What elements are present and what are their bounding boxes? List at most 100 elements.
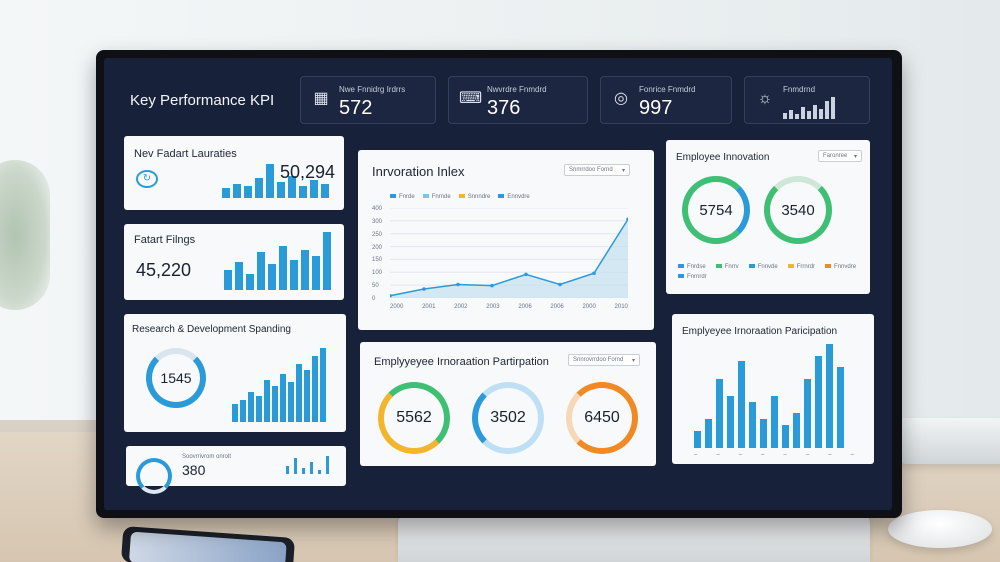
x-tick-label: 2003 bbox=[486, 304, 500, 310]
chevron-down-icon: ▾ bbox=[853, 154, 857, 160]
bar bbox=[705, 419, 712, 448]
series-line bbox=[390, 218, 628, 297]
ring-value: 5754 bbox=[699, 201, 733, 219]
card-bottom-left[interactable]: Soovrrivrom onrolt 380 bbox=[126, 446, 346, 494]
background-plant bbox=[0, 160, 50, 310]
card-employee-innovation[interactable]: Employee Innovation Faronree ▾ 5754 3540… bbox=[666, 140, 870, 294]
ring-value: 3540 bbox=[781, 201, 815, 219]
card-title: Emplyyeyee Irnoraation Partirpation bbox=[374, 356, 549, 368]
y-tick-label: 200 bbox=[372, 244, 383, 251]
side-laptop bbox=[900, 418, 1000, 464]
bar bbox=[793, 413, 800, 448]
data-point bbox=[592, 271, 596, 276]
data-point bbox=[524, 272, 528, 277]
card-title: Nev Fadart Lauraties bbox=[134, 148, 237, 160]
chevron-down-icon: ▾ bbox=[621, 168, 625, 174]
card-value: 50,294 bbox=[280, 162, 336, 182]
dropdown-value: Snmrrdoo Fornd bbox=[569, 167, 613, 173]
kpi-box-4[interactable]: ☼ Fnmdrnd bbox=[744, 76, 870, 124]
x-tick-label: 2000 bbox=[582, 304, 596, 310]
card-innovation-index[interactable]: Inrvoration Inlex Snmrrdoo Fornd ▾ Fnrde… bbox=[358, 150, 654, 330]
bar bbox=[727, 396, 734, 448]
bar-chart bbox=[224, 230, 331, 290]
legend: Fnrde Fnrnde Snnndre Ennvdre bbox=[390, 194, 530, 200]
progress-ring: 6450 bbox=[566, 382, 638, 454]
card-value: 380 bbox=[182, 462, 206, 478]
bar bbox=[771, 396, 778, 448]
x-tick-label: 2000 bbox=[390, 304, 404, 310]
legend-item: Fnnvdre bbox=[825, 264, 856, 270]
card-title: Employee Innovation bbox=[676, 152, 770, 163]
legend-item: Ennvdre bbox=[498, 194, 530, 200]
card-employee-innovation-participation[interactable]: Emplyeyee Irnoraation Paricipation – – – – –… bbox=[672, 314, 874, 464]
card-employee-participation[interactable]: Emplyyeyee Irnoraation Partirpation Snnr… bbox=[360, 342, 656, 466]
dropdown-value: Snnrovrrdoo Fornd bbox=[573, 357, 624, 363]
bar bbox=[716, 379, 723, 448]
dropdown-select[interactable]: Faronree ▾ bbox=[818, 150, 862, 162]
legend-item: Fnnvde bbox=[748, 264, 778, 270]
kpi-label: Nwvrdre Fnmdrd bbox=[487, 85, 547, 94]
bar-chart bbox=[222, 164, 329, 198]
kpi-box-2[interactable]: ⌨ Nwvrdre Fnmdrd 376 bbox=[448, 76, 588, 124]
bar bbox=[749, 402, 756, 448]
data-point bbox=[490, 283, 494, 288]
progress-ring: 5562 bbox=[378, 382, 450, 454]
kpi-value: 572 bbox=[339, 97, 373, 119]
y-tick-label: 250 bbox=[372, 231, 383, 238]
bar bbox=[760, 419, 767, 448]
legend-item: Fnrnrdr bbox=[678, 274, 707, 280]
data-point bbox=[558, 282, 562, 287]
y-tick-label: 50 bbox=[372, 283, 379, 290]
x-tick-label: 2006 bbox=[550, 304, 564, 310]
x-tick-label: 2006 bbox=[518, 304, 532, 310]
x-axis-ticks: – – – – – – – – bbox=[694, 452, 854, 458]
kpi-box-1[interactable]: ▦ Nwe Fnnidrg Irdrrs 572 bbox=[300, 76, 436, 124]
kpi-value: 997 bbox=[639, 97, 673, 119]
kpi-label: Fnmdrnd bbox=[783, 85, 816, 94]
bar-chart bbox=[694, 344, 844, 448]
target-icon: ◎ bbox=[614, 90, 628, 107]
bar bbox=[782, 425, 789, 448]
dropdown-select[interactable]: Snmrrdoo Fornd ▾ bbox=[564, 164, 630, 176]
kpi-box-3[interactable]: ◎ Fonrice Fnmdrd 997 bbox=[600, 76, 732, 124]
progress-ring: 5754 bbox=[682, 176, 750, 244]
dropdown-select[interactable]: Snnrovrrdoo Fornd ▾ bbox=[568, 354, 640, 366]
ring-value: 1545 bbox=[160, 370, 192, 386]
card-label: Soovrrivrom onrolt bbox=[182, 454, 232, 460]
card-rd-spending[interactable]: Research & Development Spanding 1545 bbox=[124, 314, 346, 432]
x-axis-ticks: 2000 2001 2002 2003 2006 2006 2000 2010 bbox=[390, 304, 628, 310]
progress-ring: 3502 bbox=[472, 382, 544, 454]
card-title: Research & Development Spanding bbox=[132, 324, 291, 335]
legend: Fnrdse Fnrrv Fnnvde Frrnrdr Fnnvdre Fnrn… bbox=[678, 264, 858, 280]
ring-value: 5562 bbox=[396, 409, 432, 426]
refresh-icon: ↻ bbox=[136, 170, 158, 188]
bar bbox=[738, 361, 745, 448]
y-tick-label: 100 bbox=[372, 270, 383, 277]
card-patent-filings[interactable]: Fatart Filngs 45,220 bbox=[124, 224, 344, 300]
chevron-down-icon: ▾ bbox=[631, 358, 635, 364]
legend-item: Snnndre bbox=[458, 194, 490, 200]
progress-ring bbox=[136, 458, 172, 494]
legend-item: Frrnrdr bbox=[787, 264, 815, 270]
bar bbox=[826, 344, 833, 448]
bar-chart bbox=[232, 342, 326, 422]
legend-item: Fnrde bbox=[390, 194, 415, 200]
keyboard bbox=[398, 515, 870, 562]
y-tick-label: 300 bbox=[372, 218, 383, 225]
legend-item: Fnrdse bbox=[678, 264, 706, 270]
y-tick-label: 0 bbox=[372, 295, 376, 302]
sun-icon: ☼ bbox=[757, 90, 773, 107]
kpi-label: Fonrice Fnmdrd bbox=[639, 85, 696, 94]
bar bbox=[804, 379, 811, 448]
card-title: Fatart Filngs bbox=[134, 234, 196, 246]
area-fill bbox=[390, 219, 628, 298]
ring-value: 6450 bbox=[584, 409, 620, 426]
card-value: 45,220 bbox=[136, 260, 192, 280]
kpi-value: 376 bbox=[487, 97, 521, 119]
x-tick-label: 2002 bbox=[454, 304, 468, 310]
card-product-launches[interactable]: Nev Fadart Lauraties ↻ 50,294 bbox=[124, 136, 344, 210]
card-title: Inrvoration Inlex bbox=[372, 164, 465, 179]
bar bbox=[694, 431, 701, 448]
progress-ring: 1545 bbox=[146, 348, 206, 408]
bar-chart bbox=[286, 452, 329, 474]
